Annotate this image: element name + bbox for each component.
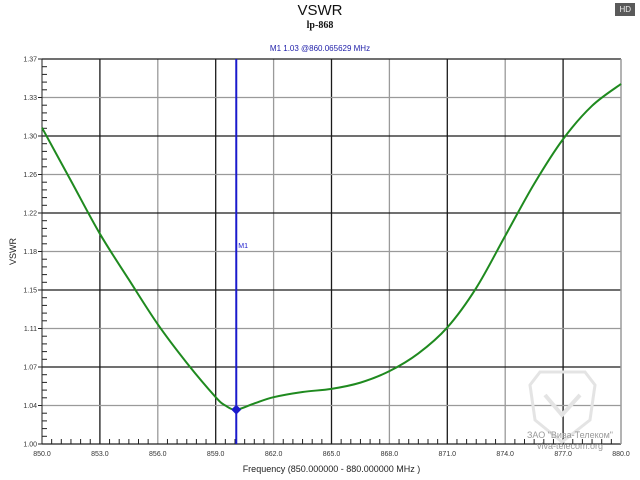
x-tick-label: 877.0 bbox=[554, 451, 572, 458]
y-tick-label: 1.26 bbox=[23, 172, 37, 179]
x-axis-label: Frequency (850.000000 - 880.000000 MHz ) bbox=[243, 464, 421, 474]
y-axis-label: VSWR bbox=[8, 237, 18, 265]
y-tick-label: 1.18 bbox=[23, 249, 37, 256]
y-tick-label: 1.11 bbox=[24, 326, 37, 333]
watermark-shield-icon bbox=[528, 370, 597, 444]
x-tick-label: 856.0 bbox=[149, 451, 167, 458]
x-tick-label: 871.0 bbox=[439, 451, 457, 458]
watermark-company: ЗАО "Вива-Телеком" bbox=[526, 430, 614, 440]
y-tick-label: 1.22 bbox=[23, 211, 37, 218]
x-tick-label: 850.0 bbox=[33, 451, 51, 458]
y-tick-label: 1.00 bbox=[23, 442, 37, 449]
marker-diamond-icon[interactable] bbox=[231, 404, 242, 415]
y-tick-label: 1.33 bbox=[23, 95, 37, 102]
y-tick-label: 1.07 bbox=[23, 365, 37, 372]
hd-badge[interactable]: HD bbox=[615, 3, 635, 16]
chart-subtitle: lp-868 bbox=[306, 20, 334, 31]
x-tick-label: 874.0 bbox=[496, 451, 514, 458]
vswr-trace bbox=[41, 83, 622, 411]
x-tick-label: 865.0 bbox=[323, 451, 341, 458]
y-tick-label: 1.30 bbox=[23, 134, 37, 141]
marker-label: M1 bbox=[238, 243, 248, 250]
x-tick-label: 868.0 bbox=[381, 451, 399, 458]
x-tick-label: 853.0 bbox=[91, 451, 109, 458]
y-tick-label: 1.37 bbox=[23, 57, 37, 64]
marker-readout: M1 1.03 @860.065629 MHz bbox=[269, 44, 371, 53]
y-tick-label: 1.04 bbox=[23, 403, 37, 410]
y-tick-label: 1.15 bbox=[23, 288, 37, 295]
x-tick-label: 862.0 bbox=[265, 451, 283, 458]
x-tick-label: 859.0 bbox=[207, 451, 225, 458]
x-tick-label: 880.0 bbox=[612, 451, 630, 458]
chart-title: VSWR bbox=[297, 2, 343, 19]
watermark: ЗАО "Вива-Телеком" viva-telecom.org bbox=[500, 430, 640, 452]
watermark-check-icon bbox=[543, 393, 582, 419]
watermark-url: viva-telecom.org bbox=[536, 441, 604, 451]
